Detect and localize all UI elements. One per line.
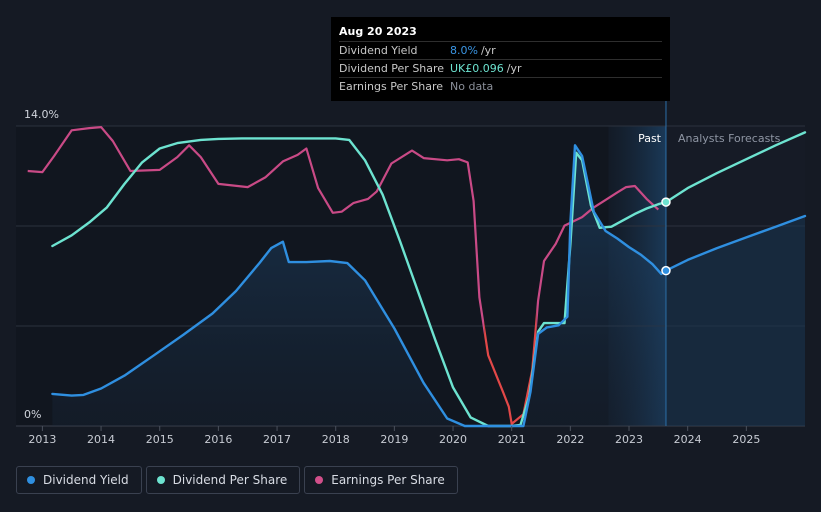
x-tick-label: 2020 [439,433,467,446]
tooltip-label: Dividend Per Share [339,62,445,75]
dividend-yield-forecast-area [666,216,805,426]
tooltip-row-earnings-per-share: Earnings Per Share No data [339,77,662,95]
legend-item-earnings-per-share[interactable]: Earnings Per Share [304,466,458,494]
past-label: Past [638,132,662,145]
markers [661,197,671,276]
x-axis-ticks: 2013 2014 2015 2016 2017 2018 2019 2020 2021 2022… [28,426,760,446]
y-axis-top-label: 14.0% [24,108,59,121]
legend-dot-icon [156,476,165,484]
tooltip-date: Aug 20 2023 [339,25,417,38]
dividend-yield-forecast-line [664,214,807,272]
tooltip-row-dividend-per-share: Dividend Per Share UK£0.096 /yr [339,59,662,77]
dividend-per-share-forecast-line [664,131,807,204]
x-tick-label: 2013 [28,433,56,446]
legend: Dividend Yield Dividend Per Share Earnin… [16,466,458,494]
tooltip-value: UK£0.096 [450,62,504,75]
tooltip-value: 8.0% [450,44,478,57]
tooltip-label: Dividend Yield [339,44,418,57]
legend-dot-icon [27,476,35,484]
x-tick-label: 2019 [380,433,408,446]
legend-label: Dividend Per Share [172,473,288,487]
x-tick-label: 2014 [87,433,115,446]
tooltip-unit: /yr [506,62,522,75]
x-tick-label: 2024 [674,433,702,446]
x-tick-label: 2018 [322,433,350,446]
legend-label: Dividend Yield [43,473,129,487]
y-axis-bottom-label: 0% [24,408,41,421]
legend-dot-icon [315,476,324,484]
x-tick-label: 2016 [204,433,232,446]
x-tick-label: 2022 [556,433,584,446]
legend-item-dividend-per-share[interactable]: Dividend Per Share [145,466,301,494]
legend-label: Earnings Per Share [331,473,445,487]
tooltip-value: No data [450,80,494,93]
tooltip-unit: /yr [480,44,496,57]
legend-item-dividend-yield[interactable]: Dividend Yield [16,466,142,494]
dividend-yield-area [52,145,666,427]
eps-line [27,126,660,425]
dividend-yield-line [51,144,668,428]
series-layer [27,126,807,428]
tooltip-label: Earnings Per Share [339,80,444,93]
tooltip: Aug 20 2023 Dividend Yield 8.0% /yr Divi… [331,17,670,101]
dividend-yield-marker [661,265,671,276]
dividend-per-share-line [51,137,668,428]
x-tick-label: 2025 [732,433,760,446]
dividend-per-share-marker [661,197,671,207]
tooltip-row-dividend-yield: Dividend Yield 8.0% /yr [339,41,662,59]
forecast-label: Analysts Forecasts [678,132,781,145]
x-tick-label: 2017 [263,433,291,446]
x-tick-label: 2021 [498,433,526,446]
x-tick-label: 2023 [615,433,643,446]
x-tick-label: 2015 [146,433,174,446]
